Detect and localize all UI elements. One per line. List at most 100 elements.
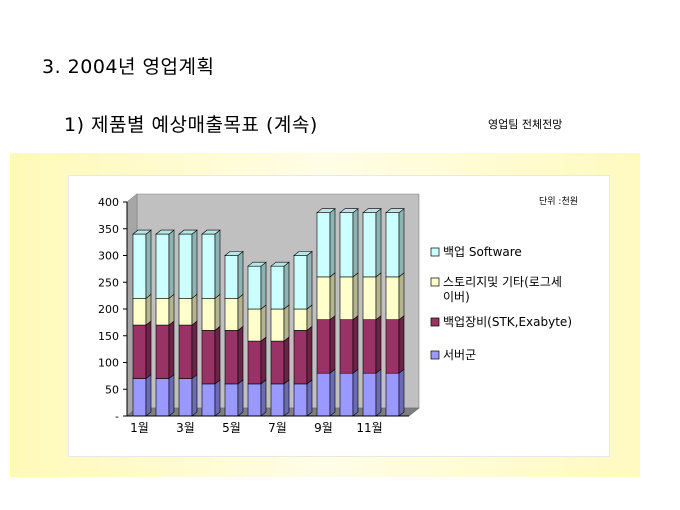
- y-tick-label: -: [115, 410, 119, 423]
- bar-top-face: [247, 261, 267, 267]
- bar-stack: [178, 229, 198, 417]
- bar-segment-side: [168, 320, 175, 380]
- bar-segment: [224, 383, 239, 417]
- stacked-bar-chart: - 50 100 150 200 250 300 350 400 1월 3월 5월 7월 9월 11월 백…: [98, 193, 578, 435]
- legend-label: 백업 Software: [443, 245, 522, 259]
- bar-segment: [132, 298, 147, 326]
- bar-segment-side: [352, 368, 359, 417]
- bar-segment: [362, 212, 377, 278]
- bar-stack: [224, 250, 244, 417]
- bar-segment-side: [375, 272, 382, 321]
- bar-segment-side: [283, 336, 290, 385]
- bar-segment-side: [214, 229, 221, 299]
- bar-top-face: [316, 208, 336, 214]
- bar-segment-side: [329, 368, 336, 417]
- bar-segment: [155, 233, 170, 299]
- bar-segment: [316, 372, 331, 417]
- bar-segment: [178, 233, 193, 299]
- bar-segment: [247, 308, 262, 342]
- bar-segment: [339, 212, 354, 278]
- x-tick-label: 3월: [176, 421, 195, 435]
- bar-segment: [293, 330, 308, 385]
- bar-segment-side: [398, 368, 405, 417]
- bar-segment-side: [168, 293, 175, 326]
- bar-segment: [201, 383, 216, 417]
- y-tick-label: 350: [98, 223, 119, 236]
- bar-segment: [339, 319, 354, 374]
- bar-top-face: [270, 261, 290, 267]
- x-tick-label: 11월: [356, 421, 382, 435]
- bar-top-face: [178, 229, 198, 235]
- bar-segment: [270, 340, 285, 385]
- legend-label: 백업장비(STK,Exabyte): [443, 315, 572, 329]
- bar-segment-side: [283, 379, 290, 417]
- bar-segment-side: [329, 315, 336, 374]
- bar-segment-side: [375, 368, 382, 417]
- y-tick-label: 200: [98, 303, 119, 316]
- x-tick-label: 5월: [222, 421, 241, 435]
- bar-segment-side: [168, 229, 175, 299]
- bar-top-face: [362, 208, 382, 214]
- bar-segment: [155, 324, 170, 379]
- bar-segment-side: [306, 325, 313, 385]
- legend-swatch: [430, 247, 440, 257]
- bar-top-face: [339, 208, 359, 214]
- bar-segment: [178, 298, 193, 326]
- bar-segment: [132, 324, 147, 379]
- y-tick-label: 250: [98, 276, 119, 289]
- bar-segment-side: [375, 208, 382, 278]
- legend-label: 스토리지및 기타(로그세 이버): [443, 275, 562, 304]
- bar-segment-side: [283, 261, 290, 310]
- bar-stack: [132, 229, 152, 417]
- bar-top-face: [132, 229, 152, 235]
- bar-stack: [339, 208, 359, 417]
- bar-segment: [224, 298, 239, 331]
- y-tick-label: 50: [105, 383, 119, 396]
- bar-segment: [316, 212, 331, 278]
- bar-segment-side: [237, 293, 244, 332]
- bar-segment: [155, 378, 170, 417]
- bar-segment: [247, 340, 262, 385]
- bar-segment-side: [260, 379, 267, 417]
- bar-segment: [385, 319, 400, 374]
- bar-segment: [293, 308, 308, 331]
- bar-segment-side: [283, 304, 290, 342]
- y-tick-label: 400: [98, 196, 119, 209]
- bar-segment: [362, 276, 377, 321]
- bar-segment-side: [375, 315, 382, 374]
- bar-segment-side: [145, 320, 152, 380]
- bar-stack: [385, 208, 405, 417]
- y-tick-label: 100: [98, 357, 119, 370]
- bar-segment-side: [191, 373, 198, 417]
- bar-segment: [224, 330, 239, 385]
- legend-swatch: [430, 317, 440, 327]
- bar-segment: [270, 308, 285, 342]
- bar-segment: [155, 298, 170, 326]
- bar-segment: [132, 233, 147, 299]
- bar-top-face: [201, 229, 221, 235]
- x-tick-label: 1월: [130, 421, 149, 435]
- bar-segment-side: [329, 208, 336, 278]
- bar-segment-side: [145, 229, 152, 299]
- bar-segment-side: [214, 293, 221, 332]
- bar-stack: [201, 229, 221, 417]
- bar-top-face: [224, 251, 244, 256]
- bar-segment: [132, 378, 147, 417]
- bar-segment: [385, 276, 400, 321]
- bar-segment-side: [352, 272, 359, 321]
- bar-segment-side: [214, 379, 221, 417]
- bar-segment-side: [237, 250, 244, 299]
- section-title: 1) 제품별 예상매출목표 (계속): [64, 114, 318, 136]
- bar-top-face: [155, 229, 175, 235]
- bar-segment-side: [260, 304, 267, 342]
- bar-segment-side: [191, 320, 198, 380]
- bar-segment: [270, 383, 285, 417]
- bar-top-face: [385, 208, 405, 214]
- bar-segment-side: [306, 250, 313, 310]
- bar-segment-side: [306, 379, 313, 417]
- bar-segment-side: [168, 373, 175, 417]
- bar-top-face: [293, 251, 313, 256]
- bar-segment-side: [306, 304, 313, 332]
- bar-segment: [178, 378, 193, 417]
- chart-frame: - 50 100 150 200 250 300 350 400 1월 3월 5월 7월 9월 11월 백…: [68, 175, 610, 457]
